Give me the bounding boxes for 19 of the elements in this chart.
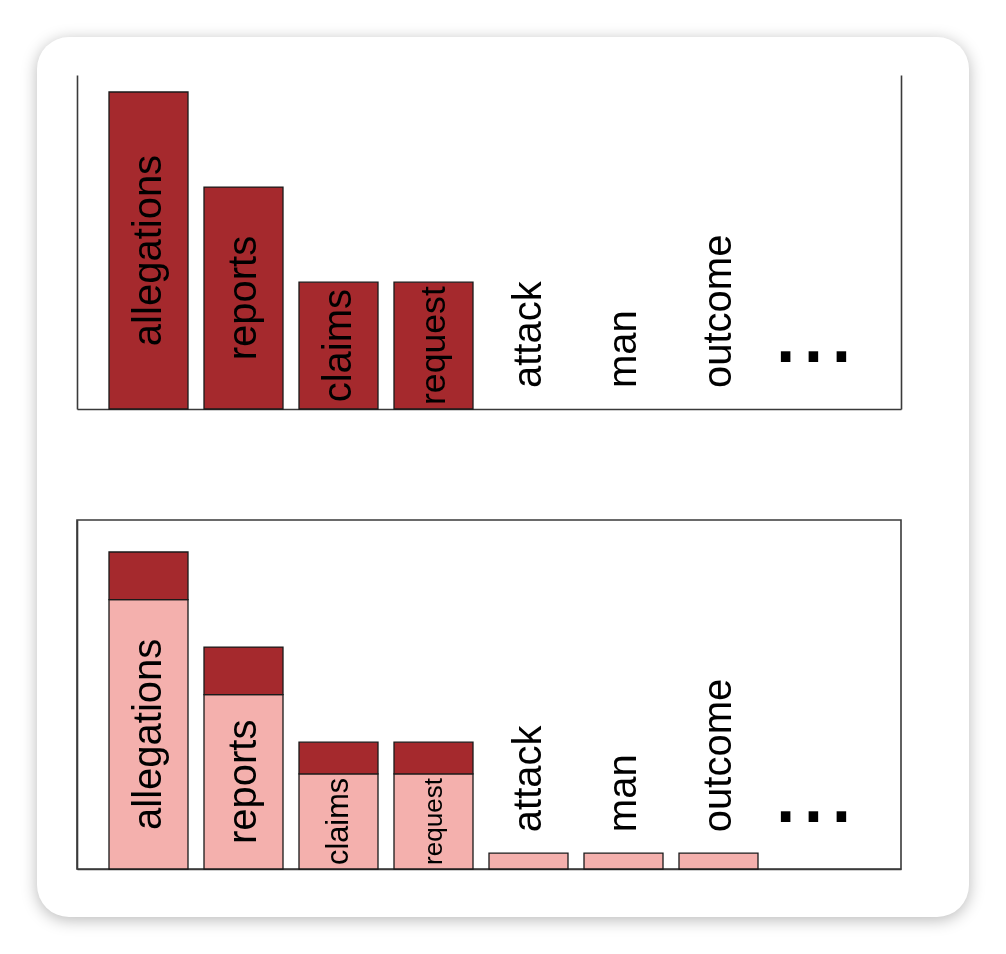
- x-tick-label: reports: [219, 719, 264, 845]
- x-tick-label: claims: [314, 288, 359, 403]
- x-tick-label: allegations: [124, 638, 169, 830]
- x-tick-label: man: [599, 754, 644, 833]
- x-tick-label: attack: [504, 724, 549, 833]
- x-tick-label: reports: [219, 235, 264, 361]
- x-tick-label: ...: [771, 271, 856, 383]
- x-tick-label: attack: [504, 280, 549, 388]
- bar: [488, 852, 569, 870]
- bar: [583, 852, 664, 870]
- x-tick-label: man: [599, 310, 644, 388]
- x-tick-label: allegations: [124, 154, 169, 347]
- x-tick-label: request: [417, 777, 448, 865]
- x-tick-label: outcome: [694, 678, 739, 833]
- x-tick-label: outcome: [694, 234, 739, 388]
- x-tick-label: claims: [319, 777, 355, 865]
- x-tick-label: ...: [771, 731, 856, 843]
- x-tick-label: request: [412, 286, 453, 405]
- bar: [678, 852, 759, 870]
